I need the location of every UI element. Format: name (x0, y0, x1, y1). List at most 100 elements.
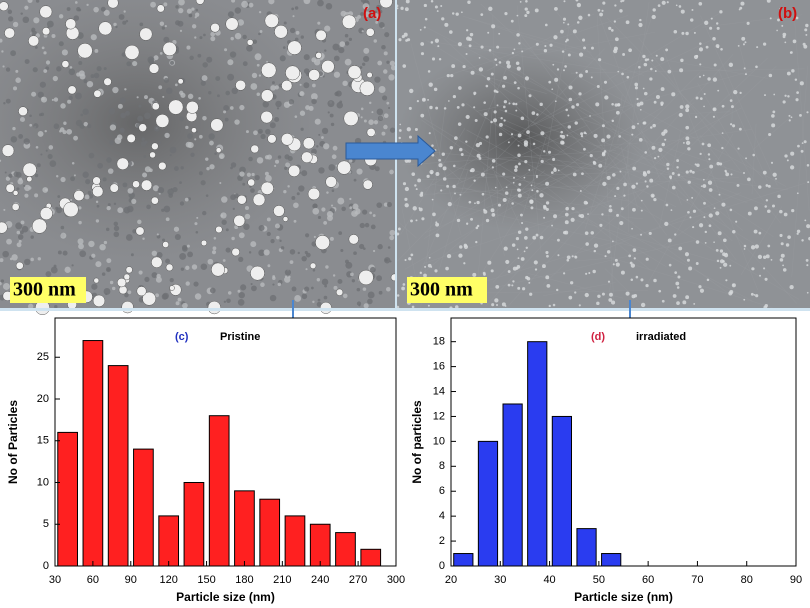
particle (682, 141, 685, 144)
particle (561, 50, 565, 53)
particle (1, 144, 15, 157)
particle (589, 154, 593, 158)
grain (279, 55, 286, 62)
grain (11, 254, 18, 261)
particle (699, 97, 703, 100)
streak (598, 14, 661, 181)
grain (70, 176, 76, 182)
grain (56, 66, 62, 72)
grain (254, 53, 262, 61)
grain (33, 123, 39, 129)
grain (179, 29, 183, 32)
grain (15, 77, 21, 83)
streak (596, 15, 615, 302)
particle (490, 269, 494, 273)
grain (141, 137, 145, 141)
particle (512, 181, 515, 184)
grain (329, 113, 334, 118)
streak (511, 73, 606, 170)
grain (360, 107, 364, 111)
particle (39, 5, 53, 19)
grain (8, 16, 14, 22)
streak (550, 238, 773, 308)
particle (689, 169, 693, 173)
particle (523, 250, 526, 253)
particle (526, 10, 530, 15)
particle (491, 166, 494, 169)
grain (120, 112, 126, 119)
grain (338, 47, 345, 54)
grain (268, 0, 275, 5)
particle (623, 182, 627, 187)
particle (124, 44, 140, 60)
particle (431, 153, 435, 157)
particle (507, 270, 511, 273)
particle (419, 271, 422, 274)
particle (581, 172, 584, 176)
particle (675, 4, 678, 7)
particle (528, 281, 531, 284)
particle (648, 231, 652, 235)
grain (359, 222, 365, 229)
grain (258, 225, 265, 232)
particle (567, 23, 570, 26)
grain (360, 12, 364, 16)
grain (364, 222, 370, 228)
particle (763, 267, 766, 270)
grain (352, 203, 359, 210)
streak (421, 119, 545, 207)
particle (614, 4, 617, 7)
particle (438, 163, 443, 168)
grain (270, 238, 275, 244)
grain (383, 51, 388, 56)
grain (240, 284, 247, 291)
grain (301, 293, 308, 300)
particle (597, 8, 601, 12)
grain (149, 168, 153, 173)
particle (459, 245, 463, 249)
grain (13, 171, 19, 177)
grain (179, 181, 182, 184)
grain (378, 290, 383, 295)
particle (325, 176, 337, 188)
particle (516, 264, 521, 269)
grain (205, 194, 209, 197)
particle (517, 286, 521, 290)
streak (417, 177, 739, 196)
grain (130, 253, 134, 257)
particle (632, 207, 636, 212)
grain (83, 79, 88, 84)
bar (208, 415, 230, 567)
grain (169, 277, 174, 283)
particle (725, 172, 730, 177)
grain (124, 88, 127, 91)
particle (699, 63, 702, 66)
grain (79, 73, 86, 80)
grain (5, 98, 11, 104)
particle (417, 178, 422, 183)
particle (744, 73, 747, 76)
grain (16, 242, 22, 248)
particle (735, 220, 738, 223)
particle (612, 173, 616, 177)
particle (492, 118, 498, 123)
particle (620, 207, 624, 211)
x-tick-label: 60 (642, 574, 654, 586)
grain (239, 166, 246, 174)
particle (536, 176, 538, 179)
grain (88, 193, 94, 199)
grain (276, 235, 280, 240)
grain (389, 127, 396, 133)
particle (458, 253, 463, 258)
particle (461, 103, 465, 107)
particle (516, 14, 519, 17)
particle (732, 230, 736, 234)
bar (82, 340, 104, 567)
particle (246, 39, 254, 46)
y-tick-label: 14 (433, 385, 445, 397)
grain (373, 39, 377, 43)
grain (58, 41, 64, 47)
particle (532, 142, 536, 146)
grain (137, 219, 142, 225)
particle (402, 64, 407, 68)
